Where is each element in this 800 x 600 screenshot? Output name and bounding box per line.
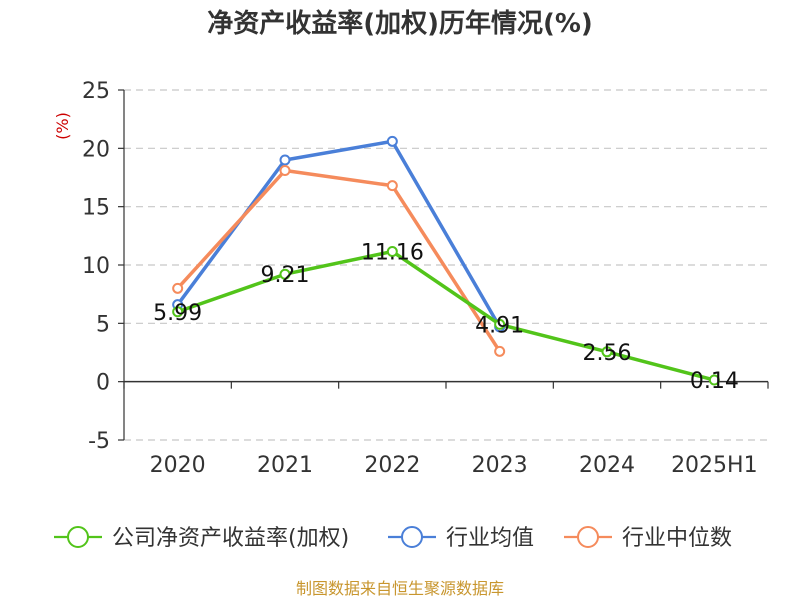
data-point [386,180,398,192]
data-point [708,374,720,386]
y-tick-label: 25 [82,79,110,104]
y-tick-label: 5 [96,312,110,337]
y-axis-unit: (%) [53,112,72,140]
data-label: 11.16 [361,240,424,265]
x-tick-labels: 2020 2021 2022 2023 2024 2025H1 [150,453,758,478]
x-tick-label: 2020 [150,453,206,478]
y-tick-labels: -5 0 5 10 15 20 25 [82,79,110,454]
y-tick-label: 15 [82,196,110,221]
data-point [386,135,398,147]
data-point [279,165,291,176]
x-tick-label: 2025H1 [671,453,758,478]
data-point [279,154,291,166]
data-point [601,346,613,358]
data-labels: 5.99 9.21 11.16 4.91 2.56 0.14 [153,240,739,394]
data-point [279,268,291,280]
data-label: 2.56 [583,341,632,366]
x-tick-label: 2023 [472,453,528,478]
data-label: 9.21 [261,263,310,288]
legend-swatch-marker [401,526,423,548]
chart-title: 净资产收益率(加权)历年情况(%) [207,8,593,39]
legend-label: 行业均值 [446,526,534,551]
source-note: 制图数据来自恒生聚源数据库 [296,579,504,598]
data-point [172,306,184,318]
series-line [176,168,502,353]
y-tick-label: -5 [88,429,110,454]
legend-swatch-marker [67,526,89,548]
data-point [494,345,506,357]
series-lines [176,139,715,382]
data-point [172,282,184,294]
data-point [386,245,398,257]
y-tick-label: 10 [82,254,110,279]
y-tick-label: 0 [96,371,110,396]
x-tick-label: 2024 [579,453,635,478]
data-label: 5.99 [153,301,202,326]
legend-swatch-marker [577,526,599,548]
axes [118,89,769,441]
legend-label: 行业中位数 [622,526,732,551]
x-tick-label: 2022 [364,453,420,478]
x-tick-label: 2021 [257,453,313,478]
data-label: 4.91 [475,313,524,338]
series-line [177,249,715,382]
data-label: 0.14 [690,369,739,394]
series-points [172,135,720,386]
series-line [176,139,502,328]
data-point [494,318,506,330]
legend: 公司净资产收益率(加权) 行业均值 行业中位数 [54,526,732,551]
y-tick-label: 20 [82,137,110,162]
legend-label: 公司净资产收益率(加权) [112,526,349,551]
